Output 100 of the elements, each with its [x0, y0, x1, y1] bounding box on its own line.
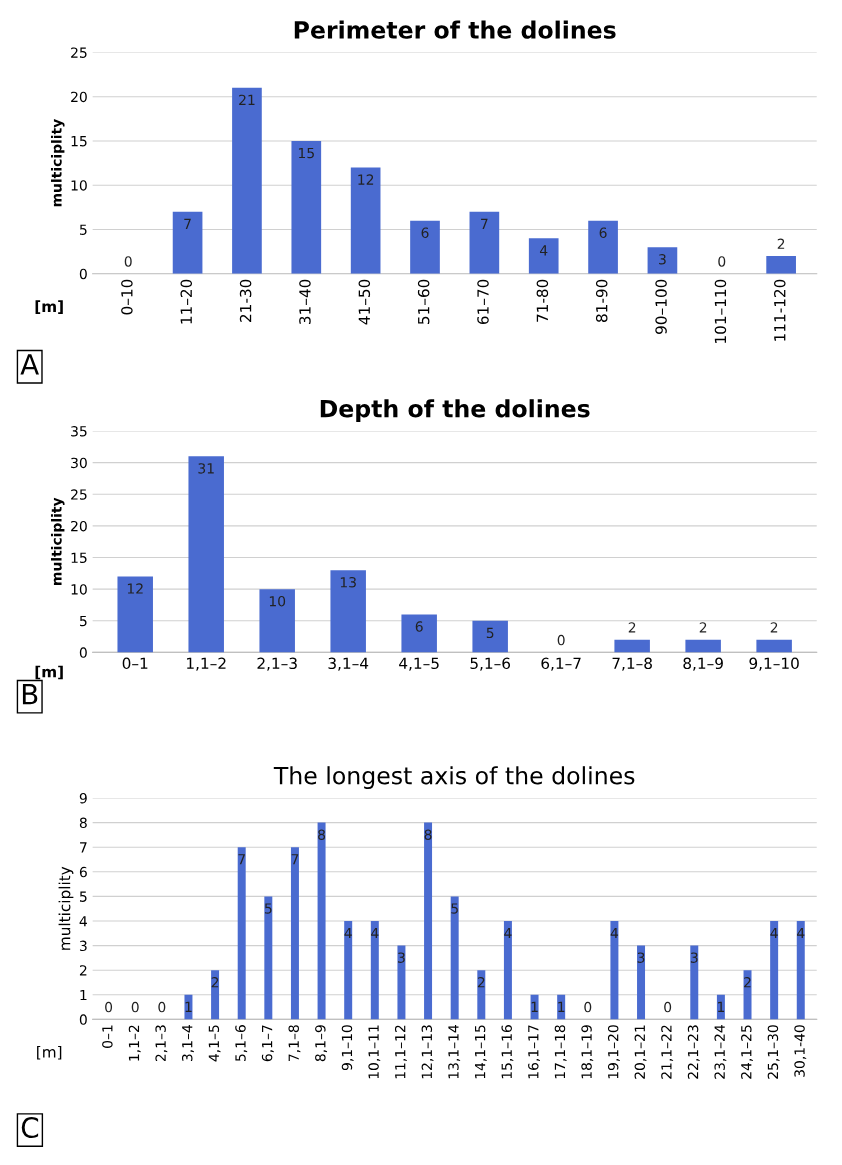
- x-tick-label: 7,1–8: [288, 1025, 301, 1061]
- x-tick-label: 6,1–7: [261, 1025, 274, 1062]
- text: A: [20, 354, 39, 375]
- data-label: 4: [371, 927, 379, 939]
- chart-title: Perimeter of the dolines: [294, 20, 616, 39]
- data-label: 8: [318, 829, 326, 840]
- data-label: 7: [481, 218, 488, 229]
- bar: [401, 614, 437, 653]
- y-tick-label: 0: [79, 268, 87, 280]
- bar: [317, 822, 326, 1020]
- y-tick-label: 0: [79, 647, 87, 658]
- x-tick-label: 8,1–9: [315, 1025, 328, 1062]
- y-tick-label: 0: [79, 1014, 87, 1025]
- data-label: 3: [690, 952, 698, 963]
- y-tick-label: 7: [80, 842, 87, 853]
- y-axis-title: multiciplity: [50, 119, 65, 207]
- data-label: 7: [238, 854, 245, 865]
- x-tick-label: 3,1–4: [328, 657, 369, 671]
- x-tick-label: 23,1–24: [714, 1025, 727, 1079]
- text: C: [21, 1117, 39, 1139]
- x-tick-label: 21-30: [239, 279, 252, 322]
- data-label: 12: [127, 583, 143, 594]
- x-tick-label: 9,1–10: [341, 1025, 354, 1071]
- x-tick-label: 1,1–2: [128, 1025, 141, 1061]
- bar: [264, 896, 273, 1020]
- x-tick-label: 101–110: [714, 279, 727, 343]
- x-tick-label: 71-80: [536, 279, 549, 322]
- x-tick-label: 0–1: [122, 657, 148, 670]
- data-label: 0: [131, 1001, 139, 1013]
- data-label: 5: [486, 627, 494, 639]
- data-label: 2: [699, 622, 707, 633]
- y-tick-label: 25: [71, 47, 87, 58]
- x-tick-label: 8,1–9: [683, 657, 723, 671]
- y-tick-label: 15: [71, 552, 87, 564]
- x-axis-title: [m]: [35, 665, 63, 680]
- y-tick-label: 30: [71, 457, 87, 469]
- data-label: 0: [105, 1001, 113, 1013]
- y-tick-label: 2: [79, 965, 87, 976]
- y-tick-label: 5: [79, 224, 87, 235]
- data-label: 2: [477, 976, 485, 988]
- x-tick-label: 0–1: [102, 1025, 113, 1048]
- bar: [211, 970, 220, 1020]
- bar: [330, 570, 366, 653]
- x-tick-label: 11,1–12: [394, 1025, 407, 1079]
- bar: [743, 970, 752, 1020]
- x-tick-label: 31–40: [299, 279, 311, 324]
- data-label: 4: [770, 927, 778, 939]
- bar: [188, 456, 224, 653]
- x-tick-label: 4,1–5: [208, 1025, 221, 1062]
- data-label: 7: [291, 854, 299, 865]
- x-tick-label: 3,1–4: [181, 1025, 194, 1062]
- x-tick-label: 61–70: [477, 279, 489, 325]
- data-label: 4: [539, 245, 548, 256]
- x-tick-label: 14,1–15: [475, 1025, 487, 1079]
- y-tick-label: 1: [80, 989, 87, 1001]
- y-axis-title: multiciplity: [50, 497, 65, 585]
- x-tick-label: 81-90: [595, 279, 608, 322]
- y-tick-label: 5: [79, 891, 87, 902]
- data-label: 0: [557, 634, 565, 646]
- data-label: 1: [558, 1001, 565, 1012]
- x-tick-label: 41–50: [358, 279, 371, 325]
- chart-title: Depth of the dolines: [320, 399, 590, 423]
- bar: [469, 211, 500, 274]
- x-tick-label: 10,1–11: [368, 1025, 381, 1079]
- y-tick-label: 8: [79, 817, 87, 829]
- y-tick-label: 6: [79, 866, 87, 878]
- x-tick-label: 15,1–16: [501, 1025, 514, 1079]
- x-tick-label: 2,1–3: [257, 657, 297, 671]
- bar: [766, 256, 796, 274]
- data-label: 5: [264, 903, 272, 914]
- x-tick-label: 12,1–13: [421, 1025, 434, 1079]
- data-label: 0: [718, 256, 726, 267]
- data-label: 8: [424, 829, 432, 840]
- bar: [770, 921, 779, 1020]
- bar: [614, 639, 650, 653]
- bar: [685, 639, 721, 653]
- x-tick-label: 2,1–3: [155, 1025, 168, 1062]
- data-label: 0: [584, 1001, 592, 1013]
- y-tick-label: 25: [71, 489, 87, 500]
- data-label: 0: [664, 1001, 672, 1013]
- x-tick-label: 111-120: [774, 279, 786, 341]
- bar: [410, 220, 440, 274]
- x-tick-label: 11–20: [180, 279, 193, 324]
- bar: [472, 620, 508, 653]
- bar: [290, 847, 299, 1020]
- data-label: 3: [398, 952, 405, 963]
- y-tick-label: 5: [79, 615, 87, 627]
- data-label: 12: [358, 174, 374, 185]
- data-label: 0: [158, 1001, 166, 1013]
- bar: [647, 247, 678, 274]
- bar: [237, 847, 246, 1020]
- bar: [450, 896, 459, 1020]
- x-tick-label: 4,1–5: [399, 657, 439, 671]
- bar: [344, 921, 353, 1020]
- data-label: 13: [340, 576, 356, 588]
- bar: [690, 945, 699, 1020]
- bar: [350, 167, 381, 274]
- data-label: 1: [185, 1001, 192, 1012]
- chart-title: The longest axis of the dolines: [273, 766, 635, 790]
- data-label: 6: [599, 227, 607, 238]
